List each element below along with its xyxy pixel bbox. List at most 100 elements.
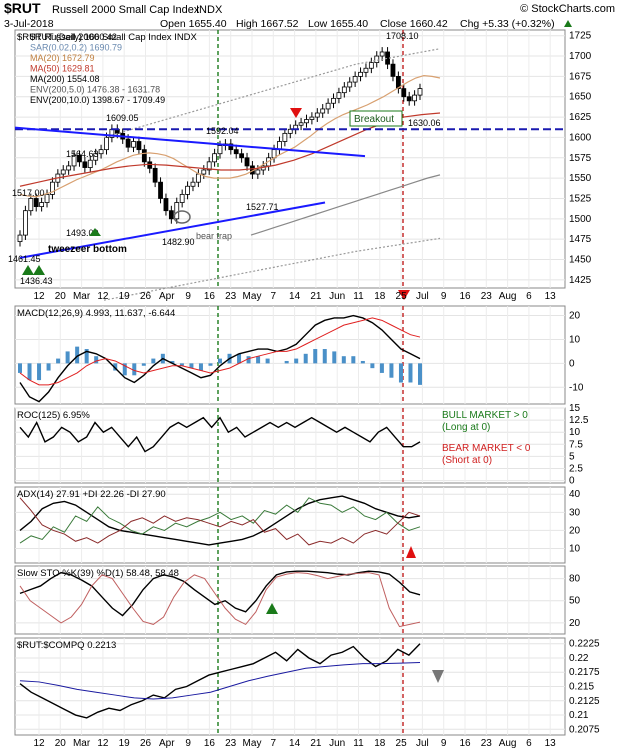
candle-body bbox=[152, 167, 158, 183]
candle-body bbox=[33, 198, 39, 208]
candle-body bbox=[401, 88, 407, 98]
y-tick-label: 0 bbox=[569, 476, 575, 487]
candle-body bbox=[228, 143, 234, 151]
red-arrow-icon bbox=[398, 290, 410, 300]
macd-histogram-bar bbox=[37, 363, 42, 381]
candle-body bbox=[309, 116, 315, 120]
y-tick-label: 7.5 bbox=[569, 439, 583, 450]
x-tick-label: Apr bbox=[159, 291, 175, 302]
x-tick-label: 16 bbox=[459, 291, 471, 302]
candle-body bbox=[60, 169, 66, 175]
x-tick-label: 19 bbox=[119, 738, 131, 749]
x-tick-label: May bbox=[243, 738, 262, 749]
bear-market-label: BEAR MARKET < 0 bbox=[442, 443, 531, 454]
macd-histogram-bar bbox=[370, 363, 375, 369]
candle-body bbox=[368, 62, 374, 69]
green-arrow-icon bbox=[33, 265, 45, 275]
candle-body bbox=[325, 102, 331, 110]
candle-body bbox=[320, 108, 326, 114]
x-tick-label: 25 bbox=[396, 738, 408, 749]
x-tick-label: Jul bbox=[416, 291, 429, 302]
x-tick-label: 14 bbox=[289, 738, 301, 749]
x-tick-label: 20 bbox=[55, 291, 67, 302]
candle-body bbox=[174, 202, 180, 220]
x-tick-label: 23 bbox=[225, 291, 237, 302]
bear-trap-marker bbox=[173, 210, 191, 224]
candle-body bbox=[136, 141, 142, 151]
candle-body bbox=[44, 194, 50, 203]
x-tick-label: 16 bbox=[204, 738, 216, 749]
red-arrow-icon bbox=[406, 546, 416, 558]
candle-body bbox=[168, 210, 174, 220]
x-tick-label: 7 bbox=[271, 738, 277, 749]
macd-histogram-bar bbox=[170, 360, 175, 364]
legend-entry: MA(200) 1554.08 bbox=[30, 74, 100, 84]
bear-market-sub: (Short at 0) bbox=[442, 455, 492, 466]
x-tick-label: 12 bbox=[97, 291, 109, 302]
x-tick-label: 12 bbox=[33, 738, 45, 749]
series-line bbox=[19, 572, 421, 628]
macd-histogram-bar bbox=[141, 363, 146, 366]
macd-histogram-bar bbox=[246, 356, 251, 364]
candle-body bbox=[206, 161, 212, 171]
candle-body bbox=[255, 169, 261, 175]
breakout-label: Breakout bbox=[354, 114, 394, 125]
candle-body bbox=[17, 234, 23, 243]
x-tick-label: 11 bbox=[353, 291, 364, 302]
series-line bbox=[19, 314, 421, 403]
macd-histogram-bar bbox=[408, 363, 413, 383]
x-tick-label: Jul bbox=[416, 738, 429, 749]
macd-histogram-bar bbox=[265, 358, 270, 364]
x-tick-label: 13 bbox=[545, 291, 557, 302]
x-tick-label: 12 bbox=[97, 738, 109, 749]
macd-histogram-bar bbox=[18, 363, 22, 373]
price-label: 1493.00 bbox=[66, 228, 99, 238]
candle-body bbox=[390, 63, 396, 77]
x-tick-label: 25 bbox=[396, 291, 408, 302]
bull-market-sub: (Long at 0) bbox=[442, 422, 490, 433]
legend-entry: MA(50) 1629.81 bbox=[30, 64, 95, 74]
chart-panel-4: 20 50 80 Slow STO %K(39) %D(1) 58.48, 58.48 bbox=[14, 565, 581, 635]
candle-body bbox=[23, 210, 28, 236]
macd-histogram-bar bbox=[398, 363, 403, 383]
y-tick-label: 1425 bbox=[569, 275, 592, 286]
x-tick-label: 9 bbox=[441, 291, 447, 302]
macd-histogram-bar bbox=[65, 351, 70, 364]
macd-histogram-bar bbox=[198, 363, 203, 371]
candle-body bbox=[287, 128, 293, 134]
x-tick-label: 21 bbox=[310, 738, 322, 749]
x-tick-label: 23 bbox=[481, 738, 493, 749]
y-tick-label: 1550 bbox=[569, 173, 592, 184]
y-tick-label: 1600 bbox=[569, 132, 592, 143]
x-tick-label: 7 bbox=[271, 291, 277, 302]
candle-body bbox=[233, 149, 239, 155]
macd-histogram-bar bbox=[84, 349, 89, 364]
macd-histogram-bar bbox=[27, 363, 32, 381]
y-tick-label: 0.215 bbox=[569, 682, 594, 693]
candle-body bbox=[395, 75, 401, 89]
candle-body bbox=[341, 86, 347, 94]
bull-market-label: BULL MARKET > 0 bbox=[442, 410, 528, 421]
y-tick-label: 10 bbox=[569, 544, 581, 555]
y-tick-label: 1450 bbox=[569, 255, 592, 266]
date-label: 3-Jul-2018 bbox=[4, 18, 54, 30]
y-tick-label: 0.2125 bbox=[569, 696, 600, 707]
x-tick-label: Mar bbox=[73, 738, 91, 749]
y-tick-label: 1650 bbox=[569, 92, 592, 103]
y-tick-label: 15 bbox=[569, 403, 581, 414]
macd-histogram-bar bbox=[46, 363, 51, 371]
candle-body bbox=[179, 194, 185, 203]
price-label: 1630.06 bbox=[408, 118, 441, 128]
x-tick-label: 23 bbox=[225, 738, 237, 749]
x-tick-label: Apr bbox=[159, 738, 175, 749]
legend-entry: SAR(0.02,0.2) 1690.79 bbox=[30, 43, 122, 53]
macd-histogram-bar bbox=[208, 363, 213, 366]
candle-body bbox=[331, 97, 336, 104]
price-label: 1517.00 bbox=[12, 188, 45, 198]
macd-histogram-bar bbox=[360, 360, 365, 364]
panel-title: Slow STO %K(39) %D(1) 58.48, 58.48 bbox=[17, 568, 179, 579]
candle-body bbox=[50, 181, 55, 195]
y-tick-label: 5 bbox=[569, 451, 575, 462]
y-tick-label: 20 bbox=[569, 525, 581, 536]
